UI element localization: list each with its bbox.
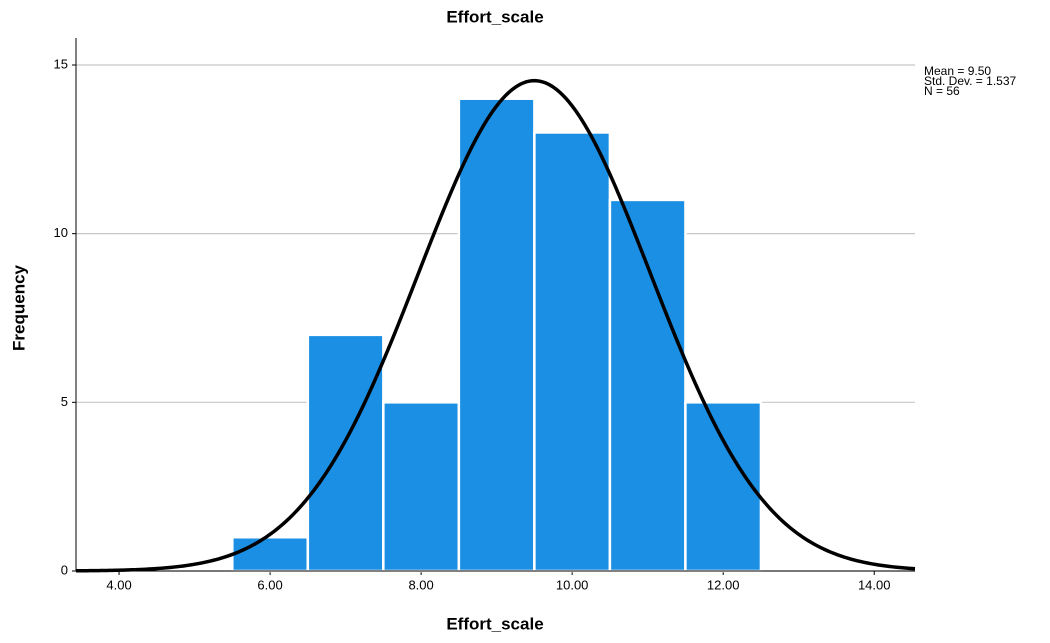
stat-label: Mean = 9.50 xyxy=(924,64,991,78)
y-tick-label: 15 xyxy=(54,56,68,71)
y-axis-title: Frequency xyxy=(9,264,28,351)
bar xyxy=(457,97,536,573)
chart-title: Effort_scale xyxy=(446,7,543,26)
stat-label: Std. Dev. = 1.537 xyxy=(924,74,1016,88)
bar xyxy=(684,401,763,573)
y-tick-label: 0 xyxy=(61,562,68,577)
x-tick-label: 12.00 xyxy=(707,577,740,592)
x-tick-label: 14.00 xyxy=(858,577,891,592)
x-tick-label: 4.00 xyxy=(106,577,131,592)
x-tick-label: 6.00 xyxy=(257,577,282,592)
bar xyxy=(382,401,461,573)
y-tick-label: 5 xyxy=(61,394,68,409)
stat-label: N = 56 xyxy=(924,84,960,98)
x-tick-label: 10.00 xyxy=(556,577,589,592)
bar xyxy=(608,198,687,573)
bar xyxy=(231,536,310,573)
bar xyxy=(306,333,385,573)
x-tick-label: 8.00 xyxy=(408,577,433,592)
bar xyxy=(533,131,612,573)
x-axis-title: Effort_scale xyxy=(446,614,543,633)
y-tick-label: 10 xyxy=(54,225,68,240)
normal-curve xyxy=(75,78,916,573)
